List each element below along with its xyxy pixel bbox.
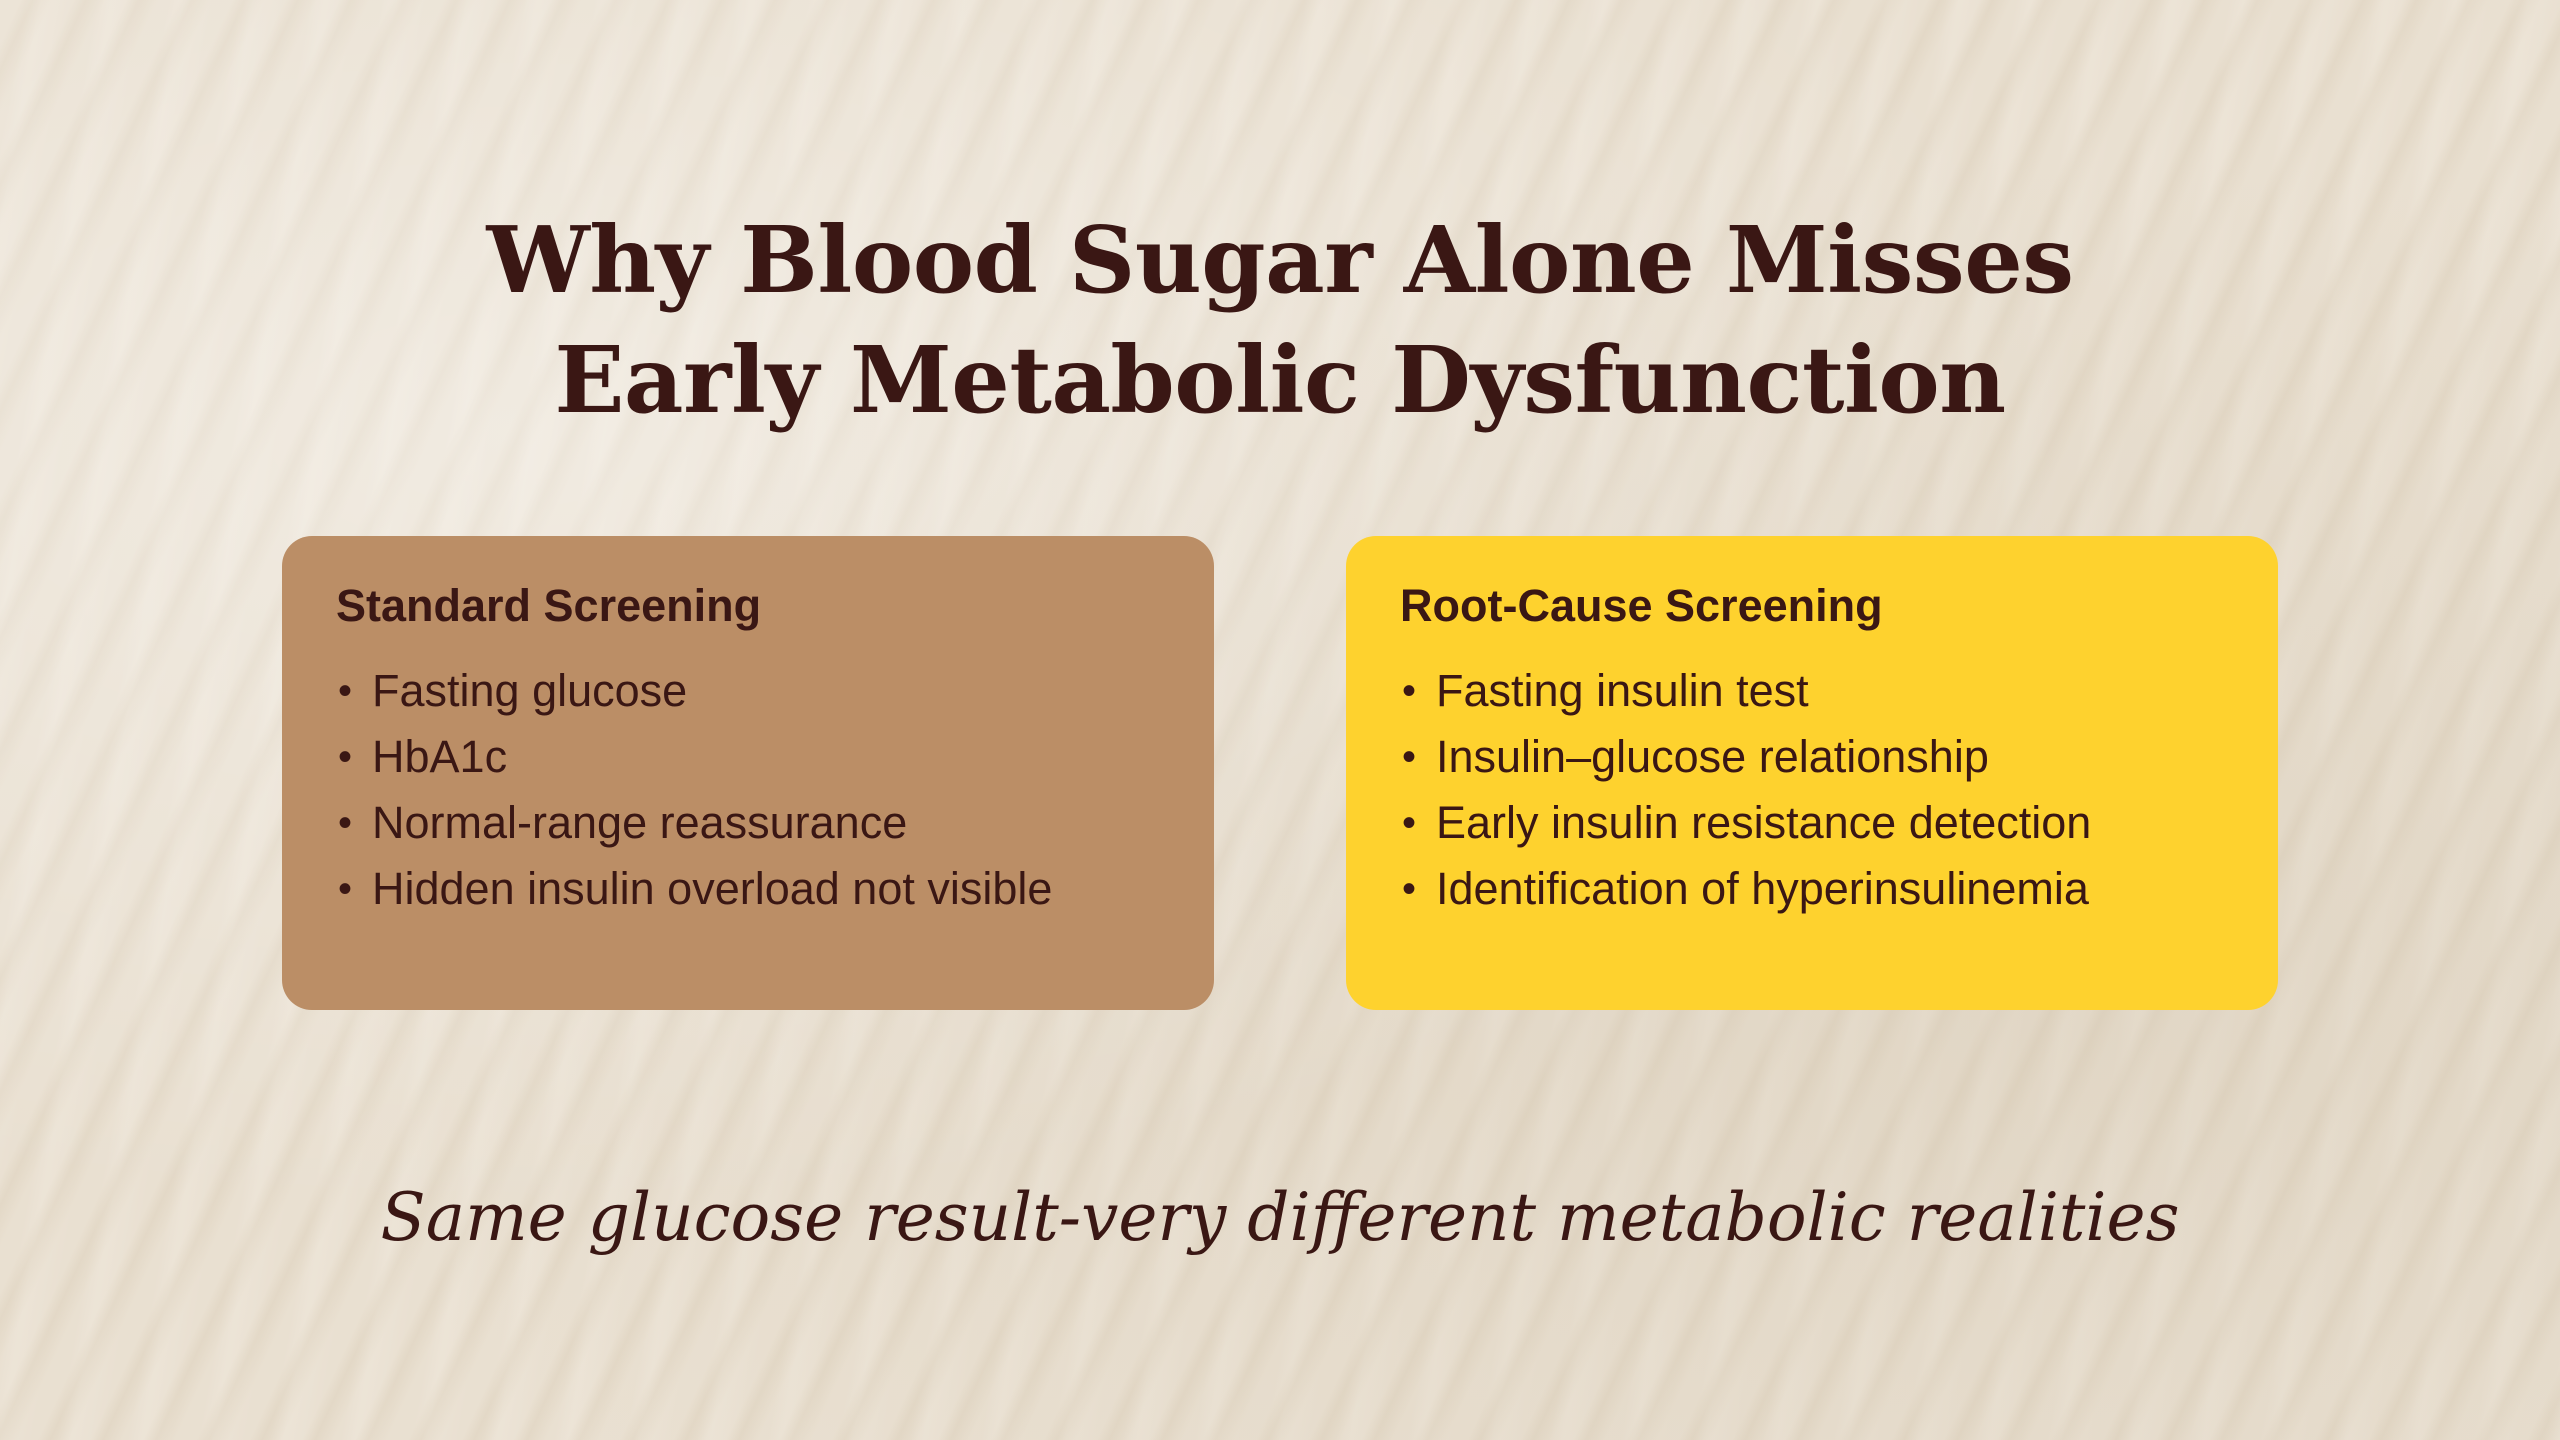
list-item-label: Insulin–glucose relationship [1436, 731, 1989, 782]
list-item: • Identification of hyperinsulinemia [1400, 856, 2224, 922]
list-item: • Insulin–glucose relationship [1400, 724, 2224, 790]
bullet-icon: • [338, 735, 353, 779]
tagline: Same glucose result-very different metab… [380, 1179, 2180, 1256]
list-item: • Normal-range reassurance [336, 790, 1160, 856]
bullet-icon: • [1402, 669, 1417, 713]
bullet-icon: • [1402, 801, 1417, 845]
bullet-icon: • [338, 801, 353, 845]
bullet-list: • Fasting glucose • HbA1c • Normal-range re… [336, 658, 1160, 922]
card-heading: Root-Cause Screening [1400, 580, 1883, 631]
list-item: • HbA1c [336, 724, 1160, 790]
list-item-label: Fasting glucose [372, 665, 688, 716]
list-item: • Fasting insulin test [1400, 658, 2224, 724]
card-heading: Standard Screening [336, 580, 762, 631]
root-cause-screening-card: Root-Cause Screening • Fasting insulin te… [1346, 536, 2278, 1010]
bullet-list: • Fasting insulin test • Insulin–glucose r… [1400, 658, 2224, 922]
list-item-label: Fasting insulin test [1436, 665, 1809, 716]
bullet-icon: • [338, 867, 353, 911]
list-item: • Fasting glucose [336, 658, 1160, 724]
list-item-label: Early insulin resistance detection [1436, 797, 2092, 848]
standard-screening-card: Standard Screening • Fasting glucose • HbA… [282, 536, 1214, 1010]
list-item-label: HbA1c [372, 731, 508, 782]
bullet-icon: • [338, 669, 353, 713]
bullet-icon: • [1402, 867, 1417, 911]
page-title: Why Blood Sugar Alone Misses Early Metab… [0, 200, 2560, 440]
list-item: • Hidden insulin overload not visible [336, 856, 1160, 922]
list-item-label: Identification of hyperinsulinemia [1436, 863, 2089, 914]
title-line-1: Why Blood Sugar Alone Misses [486, 205, 2074, 314]
list-item-label: Hidden insulin overload not visible [372, 863, 1053, 914]
list-item: • Early insulin resistance detection [1400, 790, 2224, 856]
bullet-icon: • [1402, 735, 1417, 779]
title-line-2: Early Metabolic Dysfunction [554, 325, 2006, 434]
list-item-label: Normal-range reassurance [372, 797, 908, 848]
